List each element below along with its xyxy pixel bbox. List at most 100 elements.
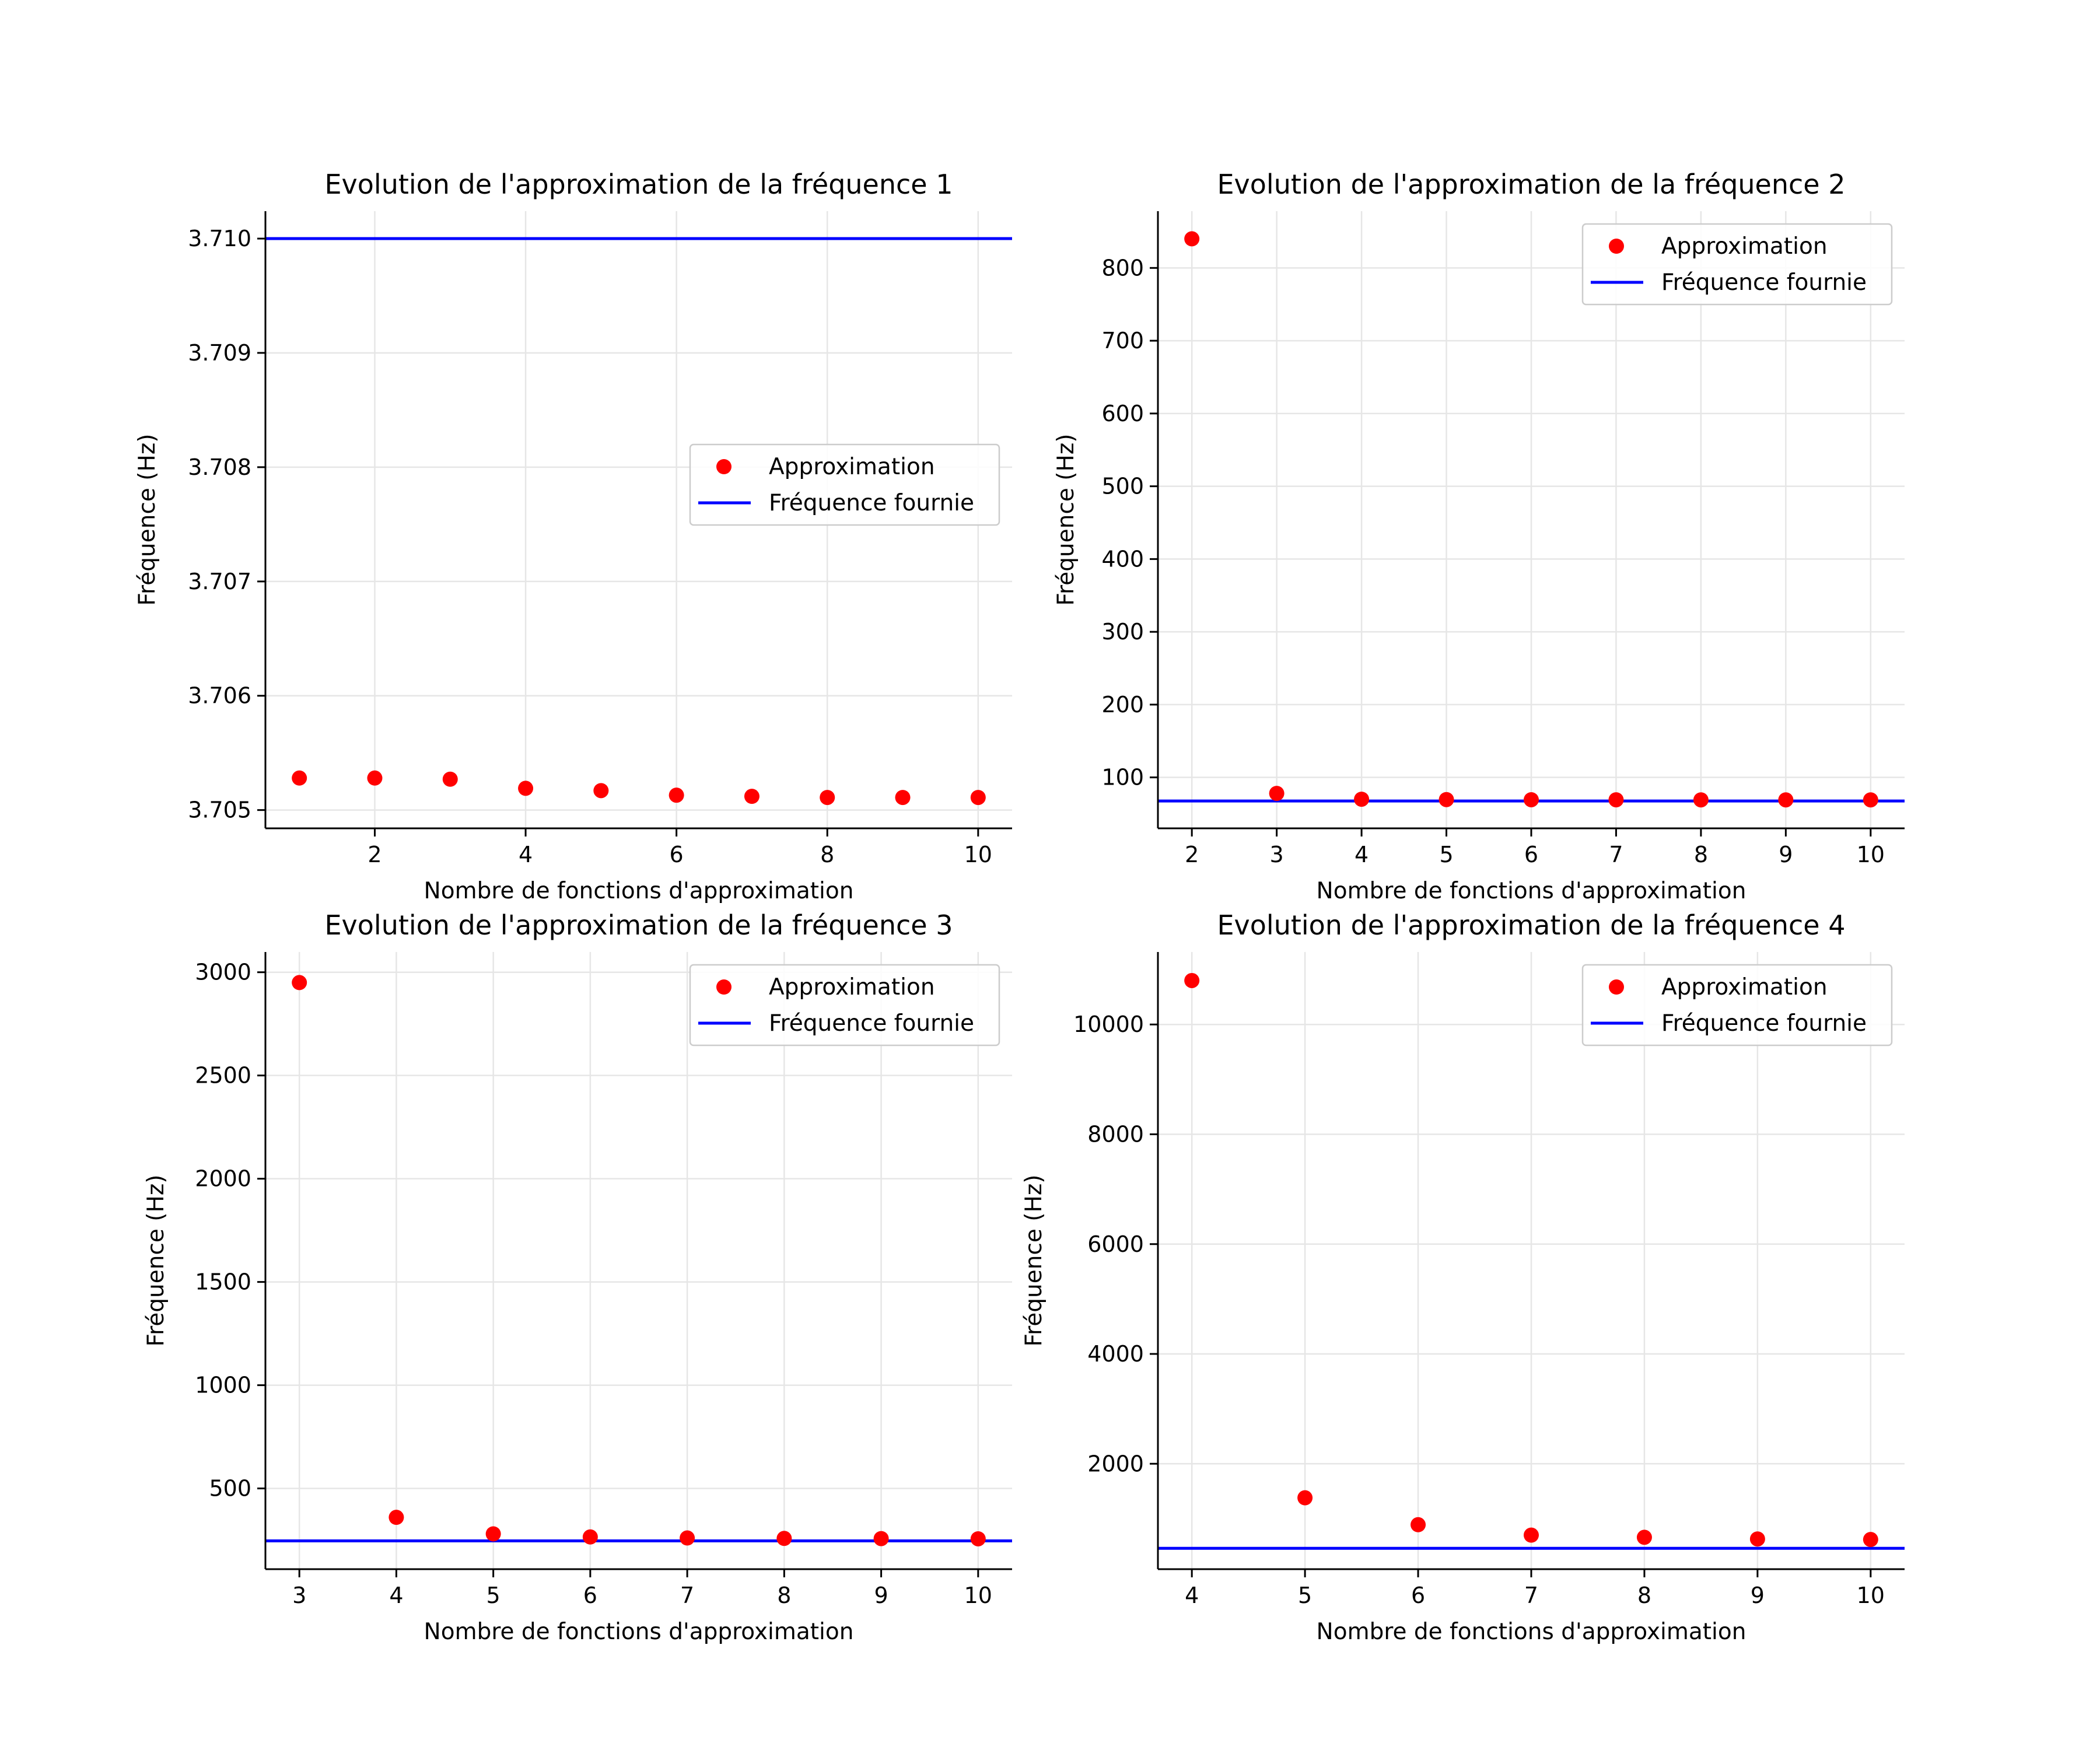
y-tick-label: 3.706 <box>188 683 251 709</box>
legend-label-provided-frequency: Fréquence fournie <box>769 1010 974 1037</box>
legend: Approximation Fréquence fournie <box>689 964 1000 1046</box>
legend-box <box>689 443 1000 526</box>
approximation-point <box>1410 1517 1426 1532</box>
approximation-point <box>970 790 986 806</box>
approximation-point <box>1524 792 1539 807</box>
x-tick-label: 5 <box>1439 842 1453 867</box>
x-axis-label: Nombre de fonctions d'approximation <box>1317 878 1746 904</box>
y-tick-label: 1500 <box>195 1269 251 1295</box>
approximation-point <box>970 1531 986 1546</box>
x-tick-label: 6 <box>670 842 684 867</box>
legend-label-provided-frequency: Fréquence fournie <box>1661 270 1867 296</box>
subplot-2: 2 3 4 5 6 7 8 9 10 100 200 300 400 500 600 700 800 Evolut… <box>1053 169 1905 904</box>
approximation-point <box>582 1529 598 1545</box>
x-tick-label: 3 <box>292 1583 306 1608</box>
y-tick-label: 1000 <box>195 1373 251 1398</box>
x-axis-label: Nombre de fonctions d'approximation <box>1317 1619 1746 1645</box>
x-tick-label: 8 <box>820 842 834 867</box>
subplot-1: 2 4 6 8 10 3.705 3.706 3.707 3.708 3.709 3.710 Evol… <box>134 169 1012 904</box>
y-tick-label: 3.705 <box>188 797 251 823</box>
y-axis-label: Fréquence (Hz) <box>1053 433 1079 606</box>
y-tick-label: 600 <box>1101 401 1144 426</box>
approximation-point <box>292 975 307 991</box>
x-tick-label: 7 <box>1609 842 1623 867</box>
approximation-point <box>292 770 307 786</box>
x-tick-label: 4 <box>1354 842 1368 867</box>
y-tick-label: 2000 <box>195 1166 251 1192</box>
y-tick-label: 500 <box>1101 474 1144 499</box>
approximation-point <box>895 790 911 806</box>
approximation-point <box>518 780 534 796</box>
legend-box <box>1581 223 1893 306</box>
approximation-point <box>1749 1531 1765 1547</box>
x-tick-label: 10 <box>964 842 992 867</box>
x-tick-label: 6 <box>1411 1583 1425 1608</box>
approximation-point <box>442 771 458 787</box>
x-tick-label: 7 <box>680 1583 694 1608</box>
approximation-point <box>1184 231 1200 247</box>
y-tick-label: 2500 <box>195 1063 251 1088</box>
x-tick-label: 9 <box>1779 842 1793 867</box>
chart-title: Evolution de l'approximation de la fréqu… <box>324 909 953 941</box>
approximation-point <box>820 790 835 806</box>
y-tick-label: 300 <box>1101 619 1144 645</box>
approximation-point <box>388 1510 404 1525</box>
x-tick-label: 5 <box>487 1583 501 1608</box>
legend-marker-approximation <box>1609 979 1624 995</box>
y-tick-label: 3.709 <box>188 340 251 366</box>
x-tick-label: 6 <box>583 1583 597 1608</box>
y-tick-label: 200 <box>1101 692 1144 718</box>
x-tick-label: 2 <box>368 842 382 867</box>
legend-marker-approximation <box>716 979 732 995</box>
x-tick-label: 4 <box>519 842 533 867</box>
x-tick-label: 4 <box>1185 1583 1199 1608</box>
approximation-point <box>1438 792 1454 807</box>
x-tick-label: 8 <box>1637 1583 1651 1608</box>
approximation-point <box>668 788 684 803</box>
x-tick-label: 9 <box>874 1583 888 1608</box>
legend-label-provided-frequency: Fréquence fournie <box>1661 1010 1867 1037</box>
y-axis-label: Fréquence (Hz) <box>143 1174 169 1346</box>
approximation-point <box>744 789 760 804</box>
legend-marker-approximation <box>1609 239 1624 254</box>
chart-title: Evolution de l'approximation de la fréqu… <box>1217 169 1845 200</box>
y-tick-label: 500 <box>209 1476 251 1502</box>
legend-label-approximation: Approximation <box>769 974 935 1000</box>
approximation-point <box>1524 1527 1539 1543</box>
approximation-point <box>873 1531 889 1546</box>
y-tick-label: 3.710 <box>188 226 251 251</box>
y-tick-label: 10000 <box>1073 1012 1144 1037</box>
legend-marker-approximation <box>716 459 732 474</box>
x-tick-label: 10 <box>1857 842 1885 867</box>
y-tick-label: 3.708 <box>188 454 251 480</box>
y-tick-label: 800 <box>1101 255 1144 281</box>
x-axis-label: Nombre de fonctions d'approximation <box>424 878 854 904</box>
x-tick-label: 7 <box>1524 1583 1538 1608</box>
approximation-point <box>1863 1532 1878 1548</box>
approximation-point <box>1778 792 1794 808</box>
chart-title: Evolution de l'approximation de la fréqu… <box>324 169 953 200</box>
approximation-point <box>1354 792 1370 807</box>
y-tick-label: 2000 <box>1087 1451 1144 1476</box>
subplot-4: 4 5 6 7 8 9 10 2000 4000 6000 8000 10000 Evolution d… <box>1021 909 1905 1645</box>
approximation-point <box>367 770 383 786</box>
approximation-point <box>485 1526 501 1542</box>
y-axis-label: Fréquence (Hz) <box>1021 1174 1047 1346</box>
x-tick-label: 8 <box>1694 842 1708 867</box>
legend: Approximation Fréquence fournie <box>689 443 1000 526</box>
x-tick-label: 9 <box>1751 1583 1765 1608</box>
y-tick-label: 400 <box>1101 546 1144 572</box>
approximation-point <box>1636 1530 1652 1545</box>
x-tick-label: 10 <box>964 1583 992 1608</box>
y-tick-label: 100 <box>1101 765 1144 790</box>
x-tick-label: 10 <box>1857 1583 1885 1608</box>
legend-box <box>1581 964 1893 1046</box>
grid <box>1158 952 1905 1569</box>
y-axis-label: Fréquence (Hz) <box>134 433 160 606</box>
x-tick-label: 2 <box>1185 842 1199 867</box>
chart-title: Evolution de l'approximation de la fréqu… <box>1217 909 1845 941</box>
x-tick-label: 8 <box>777 1583 791 1608</box>
x-axis-label: Nombre de fonctions d'approximation <box>424 1619 854 1645</box>
y-tick-label: 4000 <box>1087 1341 1144 1367</box>
legend-label-approximation: Approximation <box>769 454 935 480</box>
